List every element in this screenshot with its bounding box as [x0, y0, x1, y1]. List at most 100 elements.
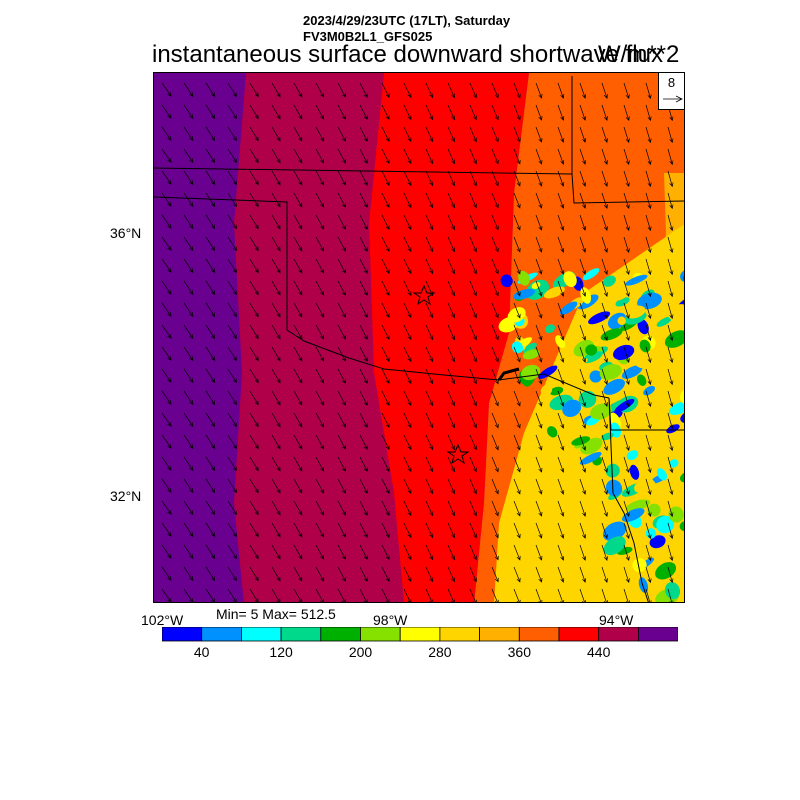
wind-vector-arrow — [623, 104, 630, 122]
wind-vector-arrow — [381, 302, 390, 319]
wind-vector-arrow — [491, 214, 499, 231]
wind-vector-arrow — [315, 104, 325, 120]
wind-vector-arrow — [161, 478, 172, 493]
wind-vector-arrow — [359, 258, 368, 274]
wind-vector-arrow — [315, 280, 325, 296]
wind-vector-arrow — [183, 478, 194, 493]
wind-vector-arrow — [205, 368, 216, 384]
cloud-blob — [507, 307, 526, 323]
wind-vector-arrow — [535, 324, 543, 341]
wind-vector-arrow — [359, 324, 368, 340]
wind-vector-arrow — [249, 412, 259, 428]
wind-vector-arrow — [491, 280, 499, 297]
cloud-blob — [605, 479, 623, 497]
wind-vector-arrow — [337, 302, 346, 318]
wind-vector-arrow — [315, 368, 325, 384]
wind-vector-arrow — [513, 280, 521, 297]
wind-vector-arrow — [513, 544, 521, 561]
cloud-blob — [684, 419, 685, 437]
cloud-blob — [603, 378, 625, 395]
wind-vector-arrow — [469, 214, 477, 231]
wind-vector-arrow — [557, 588, 565, 602]
wind-vector-arrow — [623, 456, 630, 474]
wind-vector-arrow — [183, 390, 194, 405]
wind-vector-arrow — [227, 302, 237, 318]
wind-vector-arrow — [359, 434, 368, 450]
wind-vector-arrow — [491, 104, 499, 121]
wind-vector-arrow — [315, 214, 325, 230]
cloud-blob — [678, 294, 684, 307]
wind-vector-arrow — [491, 500, 499, 517]
wind-vector-arrow — [249, 434, 259, 450]
colorbar-swatch — [518, 627, 560, 642]
wind-vector-arrow — [381, 368, 390, 385]
wind-vector-arrow — [403, 302, 412, 319]
wind-vector-arrow — [513, 170, 521, 187]
wind-vector-arrow — [513, 126, 521, 143]
wind-vector-arrow — [667, 280, 674, 298]
wind-vector-arrow — [623, 478, 630, 496]
wind-vector-arrow — [403, 390, 412, 407]
wind-vector-arrow — [293, 324, 303, 340]
wind-vector-arrow — [535, 368, 543, 385]
wind-vector-arrow — [381, 346, 390, 363]
wind-vector-arrow — [667, 390, 674, 408]
wind-vector-arrow — [293, 82, 303, 98]
wind-vector-arrow — [161, 544, 172, 559]
wind-vector-arrow — [557, 214, 565, 231]
wind-vector-arrow — [469, 522, 477, 539]
wind-vector-arrow — [403, 258, 412, 275]
wind-vector-arrow — [381, 522, 390, 539]
cloud-blob — [643, 385, 655, 396]
wind-vector-arrow — [425, 390, 434, 407]
wind-vector-arrow — [161, 126, 172, 141]
wind-vector-arrow — [249, 214, 259, 230]
wind-vector-arrow — [249, 588, 259, 602]
wind-vector-arrow — [315, 236, 325, 252]
wind-vector-arrow — [513, 82, 521, 99]
wind-vector-arrow — [579, 390, 587, 407]
wind-vector-arrow — [381, 434, 390, 451]
wind-vector-arrow — [491, 302, 499, 319]
wind-vector-arrow — [469, 126, 477, 143]
wind-vector-arrow — [513, 324, 521, 341]
wind-vector-arrow — [359, 82, 368, 98]
wind-vector-arrow — [601, 324, 608, 341]
wind-vector-arrow — [293, 126, 303, 142]
wind-vector-arrow — [557, 148, 565, 165]
wind-vector-arrow — [623, 170, 630, 188]
cloud-blob — [656, 468, 667, 481]
wind-vector-arrow — [447, 126, 455, 143]
wind-vector-arrow — [403, 104, 412, 121]
wind-vector-arrow — [513, 588, 521, 602]
wind-vector-arrow — [271, 434, 281, 450]
wind-vector-arrow — [227, 170, 237, 186]
wind-vector-arrow — [403, 346, 412, 363]
wind-vector-arrow — [667, 148, 674, 166]
wind-vector-arrow — [645, 566, 652, 584]
wind-vector-arrow — [183, 214, 194, 229]
cloud-blob — [607, 398, 629, 413]
wind-vector-arrow — [447, 170, 455, 187]
model-name-title: FV3M0B2L1_GFS025 — [303, 29, 433, 44]
wind-vector-arrow — [579, 324, 587, 341]
wind-vector-arrow — [645, 434, 652, 452]
wind-vector-arrow — [667, 302, 674, 320]
wind-vector-arrow — [381, 170, 390, 187]
wind-vector-arrow — [205, 412, 216, 428]
wind-vector-arrow — [293, 478, 303, 494]
wind-vector-arrow — [535, 302, 543, 319]
wind-vector-arrow — [337, 412, 346, 428]
wind-vector-arrow — [425, 522, 434, 539]
wind-vector-arrow — [249, 126, 259, 142]
wind-vector-arrow — [293, 588, 303, 602]
wind-vector-arrow — [337, 280, 346, 296]
wind-vector-arrow — [645, 544, 652, 562]
wind-vector-arrow — [315, 302, 325, 318]
wind-vector-arrow — [491, 148, 499, 165]
wind-vector-arrow — [381, 588, 390, 602]
wind-vector-arrow — [491, 324, 499, 341]
wind-vector-arrow — [645, 522, 652, 540]
wind-vector-arrow — [469, 456, 477, 473]
wind-vector-arrow — [601, 588, 608, 602]
